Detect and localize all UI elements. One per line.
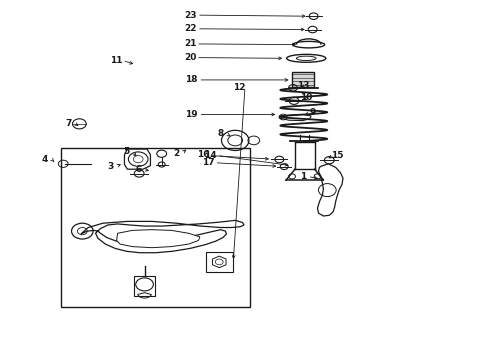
Text: 23: 23	[184, 10, 196, 19]
Text: 4: 4	[42, 154, 49, 163]
Bar	[206, 252, 233, 272]
Text: 10: 10	[300, 94, 313, 102]
Bar	[134, 276, 155, 296]
Text: 20: 20	[184, 53, 196, 62]
Text: 9: 9	[309, 108, 316, 117]
Bar	[61, 148, 250, 307]
Text: 11: 11	[110, 56, 123, 65]
Text: 22: 22	[184, 24, 196, 33]
Text: 16: 16	[197, 150, 210, 158]
Text: 6: 6	[135, 165, 141, 174]
Polygon shape	[117, 230, 200, 248]
Text: 1: 1	[300, 172, 306, 181]
Text: 14: 14	[204, 151, 217, 160]
Text: 13: 13	[296, 81, 309, 90]
Text: 2: 2	[173, 149, 179, 158]
Text: 19: 19	[185, 110, 197, 119]
Text: 21: 21	[184, 40, 196, 49]
Text: 15: 15	[331, 151, 343, 160]
Text: 5: 5	[123, 147, 129, 156]
Text: 17: 17	[202, 158, 215, 167]
Text: 3: 3	[107, 162, 113, 171]
Text: 8: 8	[218, 129, 223, 138]
Text: 12: 12	[233, 83, 245, 91]
Text: 7: 7	[65, 118, 72, 127]
Text: 18: 18	[185, 76, 197, 85]
Bar	[292, 72, 314, 87]
